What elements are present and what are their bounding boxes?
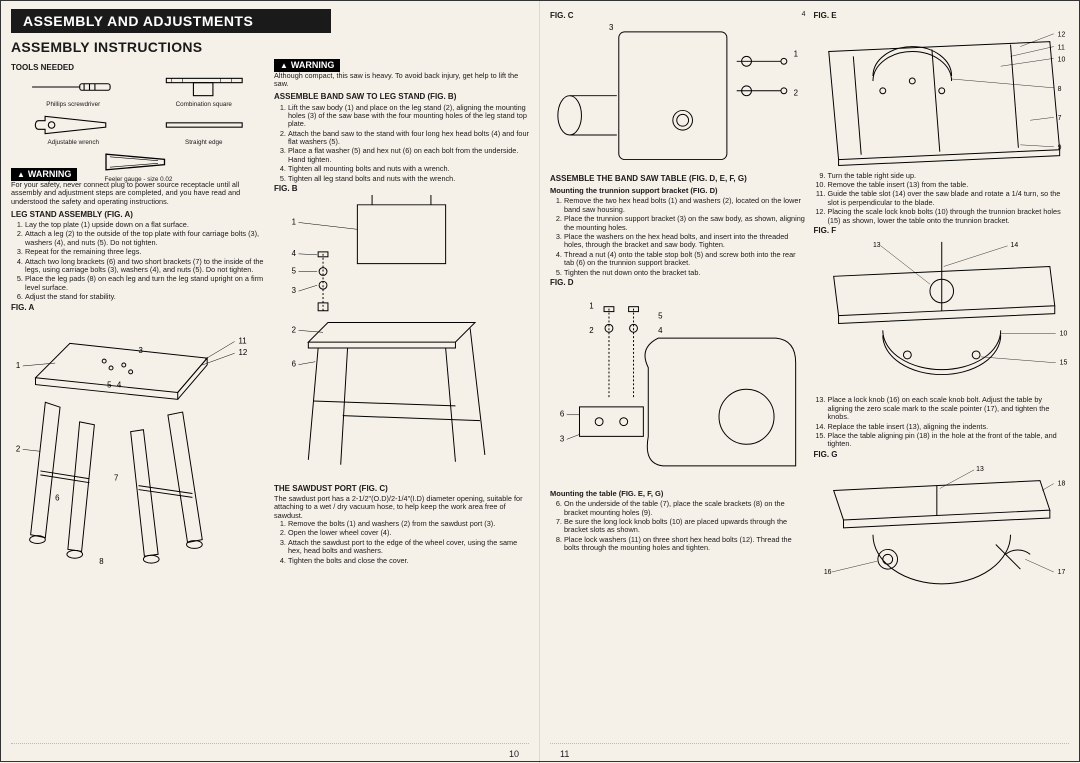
tool-straight-edge: Straight edge	[142, 112, 267, 146]
warning-heavy-text: Although compact, this saw is heavy. To …	[274, 72, 529, 89]
svg-text:16: 16	[823, 569, 831, 576]
svg-text:2: 2	[794, 89, 798, 98]
tool-phillips: Phillips screwdriver	[11, 74, 136, 108]
trunnion-heading: Mounting the trunnion support bracket (F…	[550, 187, 806, 196]
tool-feeler-gauge: Feeler gauge - size 0.02	[62, 149, 215, 183]
svg-text:6: 6	[560, 410, 565, 419]
page-10: ASSEMBLY AND ADJUSTMENTS ASSEMBLY INSTRU…	[1, 1, 540, 763]
page11-col-left: FIG. C 4	[550, 11, 806, 600]
svg-text:9: 9	[1057, 145, 1061, 152]
page11-col-right: FIG. E	[814, 11, 1070, 600]
svg-text:13: 13	[976, 466, 984, 473]
assembly-instructions-heading: ASSEMBLY INSTRUCTIONS	[11, 39, 529, 55]
svg-text:11: 11	[1057, 45, 1064, 52]
svg-text:7: 7	[114, 474, 118, 483]
svg-text:2: 2	[589, 326, 593, 335]
page11-columns: FIG. C 4	[550, 11, 1069, 600]
page-number-11: 11	[560, 749, 569, 759]
fig-e-label: FIG. E	[814, 11, 1070, 20]
svg-text:4: 4	[292, 249, 297, 258]
section-banner: ASSEMBLY AND ADJUSTMENTS	[11, 9, 331, 33]
leg-stand-steps: Lay the top plate (1) upside down on a f…	[11, 221, 266, 302]
svg-text:3: 3	[560, 434, 565, 443]
svg-text:5: 5	[658, 312, 663, 321]
svg-text:8: 8	[99, 557, 104, 566]
tools-needed-box: Phillips screwdriver Combination square …	[11, 74, 266, 164]
svg-text:3: 3	[609, 23, 614, 32]
fig-f: 13 14 10 15	[814, 237, 1070, 394]
svg-text:1: 1	[794, 50, 798, 59]
fig-f-steps: Place a lock knob (16) on each scale kno…	[814, 396, 1070, 448]
svg-text:1: 1	[589, 302, 593, 311]
svg-text:8: 8	[1057, 86, 1061, 93]
svg-text:6: 6	[55, 493, 60, 502]
fig-g: 13 18 16 17	[814, 461, 1070, 599]
page10-columns: TOOLS NEEDED Phillips screwdriver Combin…	[11, 59, 529, 571]
svg-text:7: 7	[1057, 115, 1061, 122]
fig-c-label: FIG. C	[550, 11, 574, 20]
manual-spread: ASSEMBLY AND ADJUSTMENTS ASSEMBLY INSTRU…	[0, 0, 1080, 762]
leg-stand-heading: LEG STAND ASSEMBLY (FIG. A)	[11, 210, 266, 219]
svg-text:6: 6	[292, 360, 297, 369]
tools-needed-heading: TOOLS NEEDED	[11, 63, 266, 72]
svg-text:2: 2	[292, 326, 296, 335]
sawdust-port-heading: THE SAWDUST PORT (FIG. C)	[274, 484, 529, 493]
sawdust-intro: The sawdust port has a 2-1/2"(O.D)/2-1/4…	[274, 495, 529, 520]
tool-wrench: Adjustable wrench	[11, 112, 136, 146]
svg-text:5: 5	[107, 380, 112, 389]
page10-col-right: WARNING Although compact, this saw is he…	[274, 59, 529, 571]
svg-text:12: 12	[1057, 32, 1065, 39]
page10-col-left: TOOLS NEEDED Phillips screwdriver Combin…	[11, 59, 266, 571]
page-11: FIG. C 4	[540, 1, 1079, 763]
fig-c: 3 1 2	[550, 22, 806, 169]
assemble-band-heading: ASSEMBLE BAND SAW TO LEG STAND (FIG. B)	[274, 92, 529, 101]
svg-text:18: 18	[1057, 480, 1065, 487]
fig-f-label: FIG. F	[814, 226, 1070, 235]
svg-text:14: 14	[1010, 242, 1018, 249]
page-number-10: 10	[509, 749, 519, 759]
svg-text:1: 1	[292, 218, 296, 227]
assemble-table-heading: ASSEMBLE THE BAND SAW TABLE (FIG. D, E, …	[550, 174, 806, 183]
svg-text:13: 13	[872, 242, 880, 249]
svg-text:3: 3	[139, 346, 144, 355]
fig-d: 1 2 6 3 5 4	[550, 289, 806, 486]
assemble-band-steps: Lift the saw body (1) and place on the l…	[274, 104, 529, 184]
mount-table-steps: On the underside of the table (7), place…	[550, 500, 806, 552]
fig-g-label: FIG. G	[814, 450, 1070, 459]
svg-text:10: 10	[1059, 330, 1067, 337]
sawdust-steps: Remove the bolts (1) and washers (2) fro…	[274, 520, 529, 565]
fig-b-label: FIG. B	[274, 184, 529, 193]
warning-safety-text: For your safety, never connect plug to p…	[11, 181, 266, 206]
fig-e: 12 11 10 8 7 9	[814, 22, 1070, 169]
mount-table-heading: Mounting the table (FIG. E, F, G)	[550, 490, 806, 499]
svg-text:11: 11	[239, 336, 247, 345]
page-divider-right	[550, 743, 1069, 744]
svg-text:17: 17	[1057, 569, 1065, 576]
svg-text:15: 15	[1059, 360, 1067, 367]
right-col-steps: Turn the table right side up. Remove the…	[814, 172, 1070, 225]
warning-tag-heavy: WARNING	[274, 59, 340, 71]
fig-d-label: FIG. D	[550, 278, 806, 287]
fig-a-label: FIG. A	[11, 303, 266, 312]
svg-text:10: 10	[1057, 56, 1065, 63]
svg-text:5: 5	[292, 267, 297, 276]
svg-text:1: 1	[16, 361, 20, 370]
trunnion-steps: Remove the two hex head bolts (1) and wa…	[550, 197, 806, 277]
tool-combo-square: Combination square	[142, 74, 267, 108]
svg-text:12: 12	[239, 348, 248, 357]
fig-b: 1 4 5 3 2 6	[274, 195, 529, 479]
page-divider	[11, 743, 529, 744]
svg-text:3: 3	[292, 286, 297, 295]
fig-a: 1 2 3 5 4 8 7 6 11 12	[11, 314, 266, 569]
svg-text:4: 4	[658, 326, 663, 335]
svg-text:2: 2	[16, 444, 20, 453]
svg-text:4: 4	[117, 380, 122, 389]
